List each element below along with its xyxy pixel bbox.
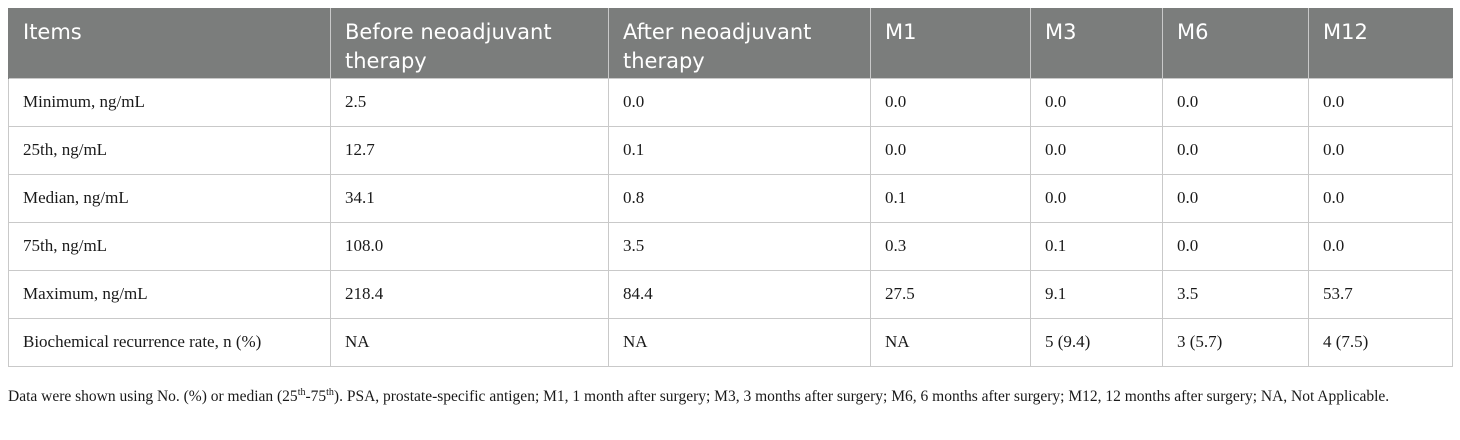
table-cell: 0.0 [1030, 173, 1163, 223]
table-cell: 12.7 [330, 125, 609, 175]
column-header-after-neoadjuvant: After neoadjuvant therapy [608, 8, 871, 78]
table-cell: 0.1 [870, 173, 1031, 223]
row-label: Median, ng/mL [8, 173, 331, 223]
row-label: Biochemical recurrence rate, n (%) [8, 317, 331, 367]
table-cell: 53.7 [1308, 269, 1453, 319]
table-cell: 0.0 [608, 77, 871, 127]
table-cell: NA [608, 317, 871, 367]
table-cell: 27.5 [870, 269, 1031, 319]
table-row: 25th, ng/mL 12.7 0.1 0.0 0.0 0.0 0.0 [8, 125, 1453, 175]
table-cell: 4 (7.5) [1308, 317, 1453, 367]
table-cell: 5 (9.4) [1030, 317, 1163, 367]
table-row: 75th, ng/mL 108.0 3.5 0.3 0.1 0.0 0.0 [8, 221, 1453, 271]
table-cell: 3.5 [608, 221, 871, 271]
table-container: Items Before neoadjuvant therapy After n… [8, 8, 1453, 367]
table-row: Minimum, ng/mL 2.5 0.0 0.0 0.0 0.0 0.0 [8, 77, 1453, 127]
table-cell: 0.0 [870, 77, 1031, 127]
table-cell: 0.1 [1030, 221, 1163, 271]
column-header-before-neoadjuvant: Before neoadjuvant therapy [330, 8, 609, 78]
table-footnote: Data were shown using No. (%) or median … [8, 386, 1456, 408]
table-cell: 0.0 [1162, 125, 1309, 175]
table-cell: NA [870, 317, 1031, 367]
column-header-m3: M3 [1030, 8, 1163, 78]
table-row: Maximum, ng/mL 218.4 84.4 27.5 9.1 3.5 5… [8, 269, 1453, 319]
table-cell: 218.4 [330, 269, 609, 319]
table-cell: 34.1 [330, 173, 609, 223]
table-cell: 0.0 [1162, 77, 1309, 127]
column-header-m6: M6 [1162, 8, 1309, 78]
table-cell: 0.0 [1308, 173, 1453, 223]
table-cell: 3 (5.7) [1162, 317, 1309, 367]
table-cell: 108.0 [330, 221, 609, 271]
table-row: Biochemical recurrence rate, n (%) NA NA… [8, 317, 1453, 367]
table-cell: 0.8 [608, 173, 871, 223]
table-cell: NA [330, 317, 609, 367]
table-cell: 0.0 [1030, 125, 1163, 175]
footnote-text: Data were shown using No. (%) or median … [8, 388, 298, 405]
table-cell: 0.0 [1308, 77, 1453, 127]
table-cell: 3.5 [1162, 269, 1309, 319]
footnote-text: -75 [305, 388, 327, 405]
footnote-superscript: th [297, 386, 306, 398]
row-label: Maximum, ng/mL [8, 269, 331, 319]
column-header-items: Items [8, 8, 331, 78]
table-row: Median, ng/mL 34.1 0.8 0.1 0.0 0.0 0.0 [8, 173, 1453, 223]
table-cell: 9.1 [1030, 269, 1163, 319]
column-header-m1: M1 [870, 8, 1031, 78]
row-label: 25th, ng/mL [8, 125, 331, 175]
header-row: Items Before neoadjuvant therapy After n… [8, 8, 1453, 78]
footnote-text: ). PSA, prostate-specific antigen; M1, 1… [333, 388, 1390, 405]
table-cell: 0.0 [1030, 77, 1163, 127]
table-cell: 0.0 [870, 125, 1031, 175]
table-cell: 0.0 [1308, 221, 1453, 271]
row-label: 75th, ng/mL [8, 221, 331, 271]
table-cell: 0.0 [1308, 125, 1453, 175]
column-header-m12: M12 [1308, 8, 1453, 78]
table-cell: 0.3 [870, 221, 1031, 271]
footnote-superscript: th [326, 386, 334, 398]
row-label: Minimum, ng/mL [8, 77, 331, 127]
table-cell: 84.4 [608, 269, 871, 319]
table-cell: 0.1 [608, 125, 871, 175]
data-table: Items Before neoadjuvant therapy After n… [8, 8, 1453, 367]
table-cell: 2.5 [330, 77, 609, 127]
table-cell: 0.0 [1162, 173, 1309, 223]
table-cell: 0.0 [1162, 221, 1309, 271]
